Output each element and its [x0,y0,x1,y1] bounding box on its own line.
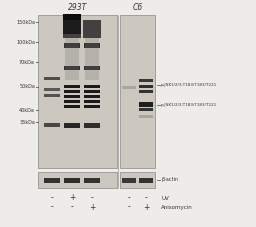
Bar [120,15,155,168]
Bar [64,42,80,47]
Text: -: - [128,202,130,212]
Bar [84,42,100,47]
Bar [38,15,117,168]
Bar [38,172,117,188]
Text: 70kDa: 70kDa [19,59,35,64]
Bar [122,86,136,89]
Text: 150kDa: 150kDa [16,20,35,25]
Text: -: - [128,193,130,202]
Bar [84,94,100,98]
Bar [139,108,153,111]
Bar [64,84,80,87]
Text: -: - [145,193,147,202]
Bar [120,172,155,188]
Bar [83,20,101,38]
Text: 50kDa: 50kDa [19,84,35,89]
Bar [44,94,60,96]
Bar [64,89,80,92]
Bar [44,178,60,183]
Bar [44,76,60,79]
Bar [84,99,100,103]
Text: 35kDa: 35kDa [19,119,35,124]
Text: 293T: 293T [68,3,87,12]
Bar [139,89,153,92]
Bar [65,38,79,80]
Text: -: - [91,193,93,202]
Bar [84,178,100,183]
Bar [84,84,100,87]
Bar [84,123,100,128]
Bar [84,104,100,108]
Text: 40kDa: 40kDa [19,108,35,113]
Bar [64,66,80,70]
Text: +: + [143,202,149,212]
Text: β-actin: β-actin [161,178,178,183]
Bar [64,123,80,128]
Bar [84,66,100,70]
Bar [63,20,81,38]
Bar [84,89,100,92]
Bar [44,87,60,91]
Bar [139,84,153,87]
Bar [63,14,81,34]
Bar [122,178,136,183]
Bar [44,123,60,127]
Text: C6: C6 [132,3,143,12]
Text: +: + [89,202,95,212]
Text: p-JNK1/2/3-T183/T183/T221: p-JNK1/2/3-T183/T183/T221 [161,103,217,107]
Bar [139,79,153,81]
Text: -: - [51,202,53,212]
Bar [85,38,99,80]
Text: +: + [69,193,75,202]
Bar [64,104,80,108]
Bar [64,94,80,98]
Text: 100kDa: 100kDa [16,39,35,44]
Bar [139,178,153,183]
Text: -: - [71,202,73,212]
Text: -: - [51,193,53,202]
Bar [139,114,153,118]
Text: UV: UV [161,195,169,200]
Bar [64,178,80,183]
Text: p-JNK1/2/3-T183/T183/T221: p-JNK1/2/3-T183/T183/T221 [161,83,217,87]
Bar [139,101,153,106]
Bar [64,99,80,103]
Text: Anisomycin: Anisomycin [161,205,193,210]
